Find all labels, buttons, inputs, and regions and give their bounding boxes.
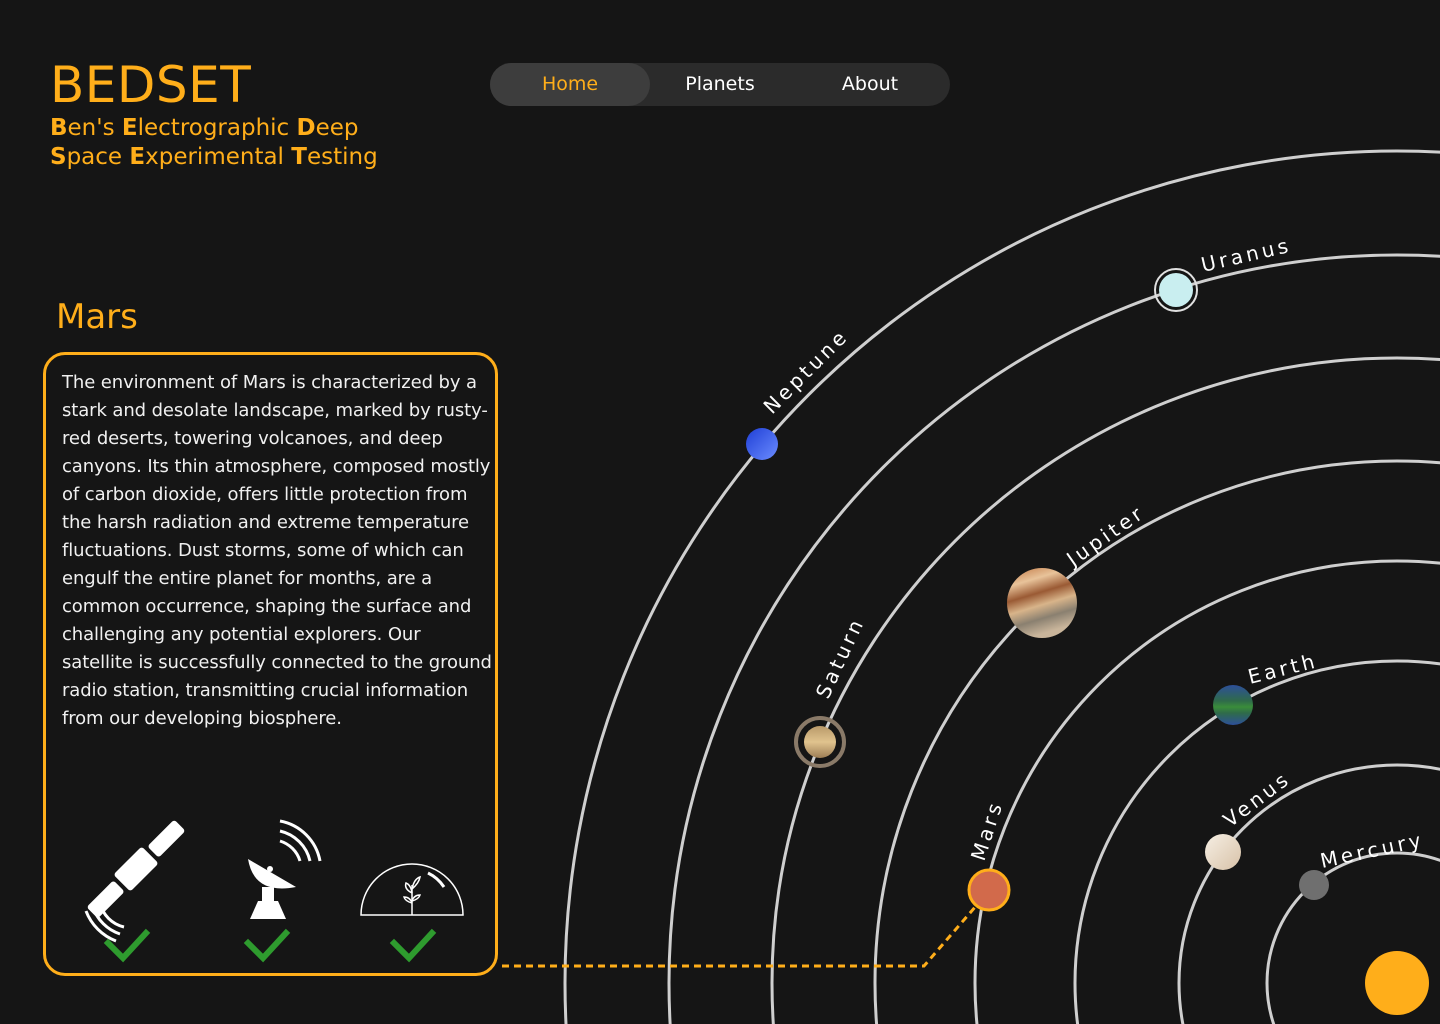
venus-icon[interactable]: [1205, 834, 1241, 870]
orbit-ring: [770, 356, 1440, 1024]
orbit-ring: [873, 459, 1440, 1024]
check-icon: [243, 928, 291, 963]
neptune-icon[interactable]: [746, 428, 778, 460]
planet-label-jupiter[interactable]: Jupiter: [1060, 500, 1149, 572]
orbit-ring: [1265, 851, 1440, 1024]
planet-description: The environment of Mars is characterized…: [62, 372, 492, 729]
planet-title: Mars: [56, 297, 138, 337]
sun-icon: [1365, 951, 1429, 1015]
planet-label-mars[interactable]: Mars: [966, 797, 1008, 864]
planet-label-earth[interactable]: Earth: [1245, 648, 1320, 688]
acronym-letter: S: [50, 144, 67, 170]
brand-subtitle-line-1: Ben's Electrographic Deep: [50, 114, 378, 143]
acronym-letter: D: [296, 115, 316, 141]
check-icon: [389, 928, 437, 963]
brand-subtitle: Ben's Electrographic Deep Space Experime…: [50, 114, 378, 172]
satellite-status: [76, 817, 196, 967]
uranus-ring: [1154, 268, 1198, 312]
main-nav: Home Planets About: [490, 63, 950, 106]
acronym-rest: esting: [306, 144, 378, 170]
saturn-ring: [794, 716, 846, 768]
acronym-letter: B: [50, 115, 68, 141]
acronym-letter: T: [291, 144, 307, 170]
planet-label-mercury[interactable]: Mercury: [1318, 827, 1426, 872]
check-icon: [103, 928, 151, 963]
mars-icon[interactable]: [967, 868, 1011, 912]
nav-about[interactable]: About: [841, 73, 899, 95]
acronym-rest: pace: [66, 144, 130, 170]
planet-label-neptune[interactable]: Neptune: [759, 324, 854, 419]
mars-connector-line: [502, 905, 978, 968]
brand-subtitle-line-2: Space Experimental Testing: [50, 143, 378, 172]
jupiter-icon[interactable]: [1007, 568, 1077, 638]
acronym-rest: eep: [315, 115, 359, 141]
biosphere-dome-icon: [360, 863, 464, 916]
planet-label-saturn[interactable]: Saturn: [811, 613, 870, 702]
orbit-ring: [667, 253, 1440, 1024]
brand-title: BEDSET: [50, 56, 252, 114]
acronym-rest: xperimental: [145, 144, 292, 170]
planet-label-venus[interactable]: Venus: [1219, 766, 1296, 832]
acronym-rest: en's: [67, 115, 122, 141]
uranus-body: [1159, 273, 1193, 307]
earth-icon[interactable]: [1213, 685, 1253, 725]
radio-status: [218, 817, 338, 967]
saturn-icon[interactable]: [794, 716, 846, 768]
radio-dish-icon: [248, 819, 322, 919]
planet-info-card: The environment of Mars is characterized…: [43, 352, 498, 976]
biosphere-status: [356, 817, 481, 967]
nav-home[interactable]: Home: [490, 63, 650, 106]
acronym-letter: E: [121, 115, 138, 141]
saturn-body: [804, 726, 836, 758]
satellite-icon: [84, 820, 185, 943]
nav-planets[interactable]: Planets: [685, 73, 755, 95]
brand: BEDSET Ben's Electrographic Deep Space E…: [50, 58, 378, 172]
acronym-letter: E: [129, 144, 146, 170]
uranus-icon[interactable]: [1154, 268, 1198, 312]
acronym-rest: lectrographic: [137, 115, 297, 141]
planet-label-uranus[interactable]: Uranus: [1199, 233, 1294, 277]
mercury-icon[interactable]: [1299, 870, 1329, 900]
